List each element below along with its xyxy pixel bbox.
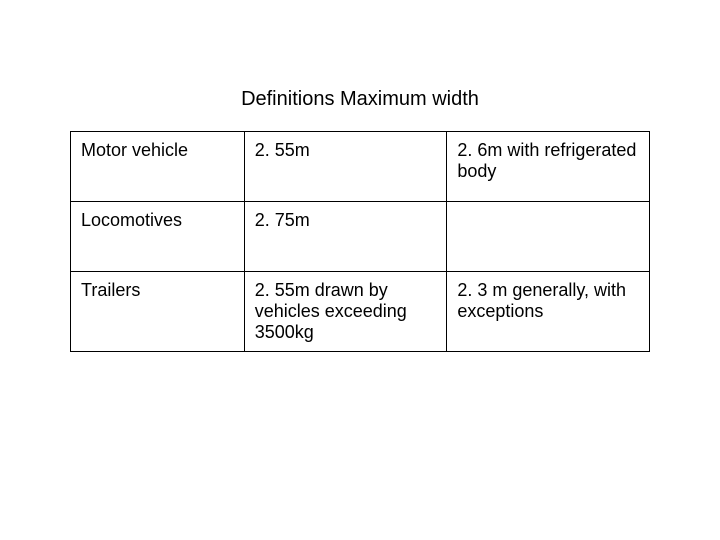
cell-width-primary: 2. 75m bbox=[244, 202, 447, 272]
cell-vehicle-type: Trailers bbox=[71, 272, 245, 352]
cell-width-secondary bbox=[447, 202, 650, 272]
cell-width-secondary: 2. 6m with refrigerated body bbox=[447, 132, 650, 202]
table-row: Motor vehicle 2. 55m 2. 6m with refriger… bbox=[71, 132, 650, 202]
table-container: Motor vehicle 2. 55m 2. 6m with refriger… bbox=[70, 131, 650, 352]
cell-vehicle-type: Locomotives bbox=[71, 202, 245, 272]
page-title: Definitions Maximum width bbox=[0, 88, 720, 111]
cell-width-primary: 2. 55m bbox=[244, 132, 447, 202]
definitions-table: Motor vehicle 2. 55m 2. 6m with refriger… bbox=[70, 131, 650, 352]
cell-vehicle-type: Motor vehicle bbox=[71, 132, 245, 202]
table-row: Trailers 2. 55m drawn by vehicles exceed… bbox=[71, 272, 650, 352]
cell-width-primary: 2. 55m drawn by vehicles exceeding 3500k… bbox=[244, 272, 447, 352]
table-row: Locomotives 2. 75m bbox=[71, 202, 650, 272]
cell-width-secondary: 2. 3 m generally, with exceptions bbox=[447, 272, 650, 352]
